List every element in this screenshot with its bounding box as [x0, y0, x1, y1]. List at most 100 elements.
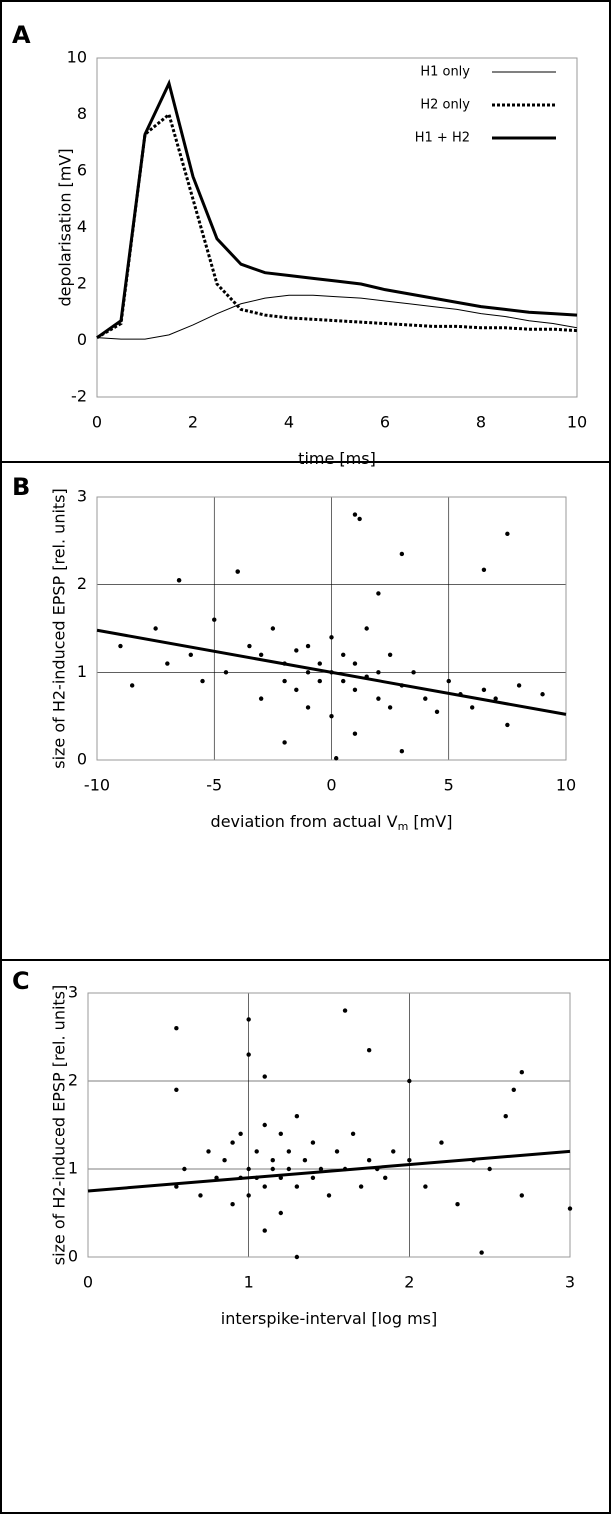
- scatter-point: [294, 1254, 300, 1260]
- scatter-point: [247, 643, 252, 649]
- scatter-point: [270, 626, 276, 631]
- scatter-point: [481, 687, 487, 693]
- scatter-point: [174, 1184, 179, 1189]
- y-tick-label: 10: [67, 48, 87, 67]
- x-tick-label: 8: [476, 413, 486, 432]
- scatter-point: [376, 591, 381, 596]
- y-tick-label: 2: [68, 1071, 78, 1090]
- scatter-point: [262, 1122, 267, 1128]
- scatter-point: [505, 531, 510, 537]
- x-tick-label: 3: [565, 1273, 575, 1292]
- scatter-point: [174, 1087, 179, 1093]
- x-tick-label: 4: [284, 413, 294, 432]
- scatter-point: [200, 678, 205, 684]
- scatter-point: [230, 1202, 235, 1207]
- y-tick-label: 0: [77, 330, 87, 349]
- scatter-point: [326, 1193, 332, 1198]
- scatter-point: [399, 749, 405, 754]
- scatter-point: [294, 1114, 300, 1119]
- scatter-point: [439, 1140, 444, 1145]
- scatter-point: [511, 1087, 516, 1093]
- scatter-point: [540, 692, 545, 697]
- scatter-point: [278, 1210, 283, 1216]
- scatter-point: [174, 1026, 179, 1031]
- scatter-point: [294, 1184, 300, 1189]
- scatter-point: [407, 1078, 412, 1084]
- scatter-point: [246, 1052, 251, 1057]
- scatter-point: [282, 740, 287, 745]
- scatter-point: [317, 678, 322, 684]
- scatter-point: [318, 1166, 324, 1172]
- scatter-point: [341, 678, 346, 684]
- scatter-point: [352, 731, 358, 736]
- y-tick-label: 4: [77, 217, 87, 236]
- x-tick-label: 0: [92, 413, 102, 432]
- plot-frame: [87, 992, 571, 1258]
- scatter-point: [519, 1070, 524, 1075]
- scatter-point: [305, 670, 311, 675]
- scatter-point: [519, 1193, 524, 1198]
- scatter-point: [270, 1166, 275, 1172]
- scatter-point: [505, 722, 510, 728]
- scatter-point: [399, 551, 405, 557]
- scatter-point: [305, 705, 311, 710]
- y-axis-label: size of H2-induced EPSP [rel. units]: [50, 985, 69, 1266]
- legend-label: H2 only: [420, 98, 470, 113]
- y-tick-label: 1: [68, 1159, 78, 1178]
- scatter-point: [503, 1114, 508, 1119]
- scatter-point: [222, 1158, 227, 1163]
- x-tick-label: 1: [244, 1273, 254, 1292]
- x-axis-label: interspike-interval [log ms]: [221, 1309, 438, 1328]
- scatter-point: [258, 652, 264, 657]
- scatter-point: [302, 1158, 308, 1163]
- scatter-point: [317, 661, 322, 666]
- scatter-point: [358, 1184, 364, 1189]
- scatter-point: [387, 705, 393, 710]
- scatter-point: [294, 648, 299, 653]
- panel-label: B: [12, 473, 30, 501]
- x-tick-label: 10: [556, 776, 576, 795]
- x-tick-label: -10: [84, 776, 110, 795]
- y-tick-label: 8: [77, 104, 87, 123]
- scatter-point: [238, 1131, 243, 1137]
- scatter-point: [294, 687, 299, 693]
- scatter-point: [310, 1175, 316, 1181]
- scatter-point: [470, 705, 475, 710]
- scatter-point: [455, 1202, 460, 1207]
- scatter-point: [446, 678, 451, 684]
- scatter-point: [230, 1140, 235, 1145]
- legend-label: H1 + H2: [415, 131, 470, 146]
- x-axis-label-part: time [ms]: [298, 449, 376, 468]
- panel-label: A: [12, 21, 31, 49]
- scatter-point: [341, 652, 346, 657]
- scatter-point: [350, 1131, 356, 1137]
- x-axis-label: deviation from actual Vm [mV]: [211, 812, 453, 834]
- x-tick-label: -5: [206, 776, 222, 795]
- scatter-point: [188, 652, 193, 657]
- scatter-point: [481, 567, 487, 572]
- y-axis-label: depolarisation [mV]: [56, 148, 75, 306]
- scatter-point: [391, 1149, 396, 1154]
- x-axis-label-part: interspike-interval [log ms]: [221, 1309, 438, 1328]
- scatter-point: [129, 683, 135, 688]
- scatter-point: [357, 516, 362, 522]
- scatter-point: [352, 687, 358, 693]
- scatter-point: [423, 1184, 428, 1189]
- scatter-point: [364, 626, 369, 631]
- scatter-point: [262, 1184, 267, 1189]
- x-tick-label: 6: [380, 413, 390, 432]
- scatter-point: [352, 512, 358, 517]
- x-tick-label: 0: [326, 776, 336, 795]
- y-tick-label: 2: [77, 574, 87, 593]
- scatter-point: [176, 578, 182, 583]
- panel-label: C: [12, 967, 30, 995]
- plot-frame: [96, 496, 567, 761]
- scatter-point: [493, 696, 498, 701]
- scatter-point: [329, 635, 334, 640]
- scatter-point: [235, 569, 240, 574]
- scatter-point: [329, 713, 334, 719]
- scatter-point: [407, 1158, 412, 1163]
- y-tick-label: -2: [71, 387, 87, 406]
